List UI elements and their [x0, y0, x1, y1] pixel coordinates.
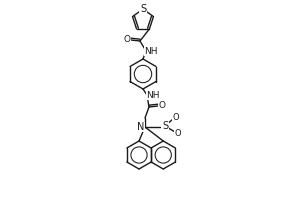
Text: O: O — [175, 129, 181, 138]
Text: O: O — [158, 102, 166, 110]
Text: N: N — [137, 122, 145, 132]
Text: NH: NH — [144, 46, 158, 55]
Text: S: S — [162, 121, 168, 131]
Text: NH: NH — [146, 90, 160, 99]
Text: O: O — [124, 36, 130, 45]
Text: S: S — [140, 4, 146, 14]
Text: O: O — [173, 114, 179, 122]
